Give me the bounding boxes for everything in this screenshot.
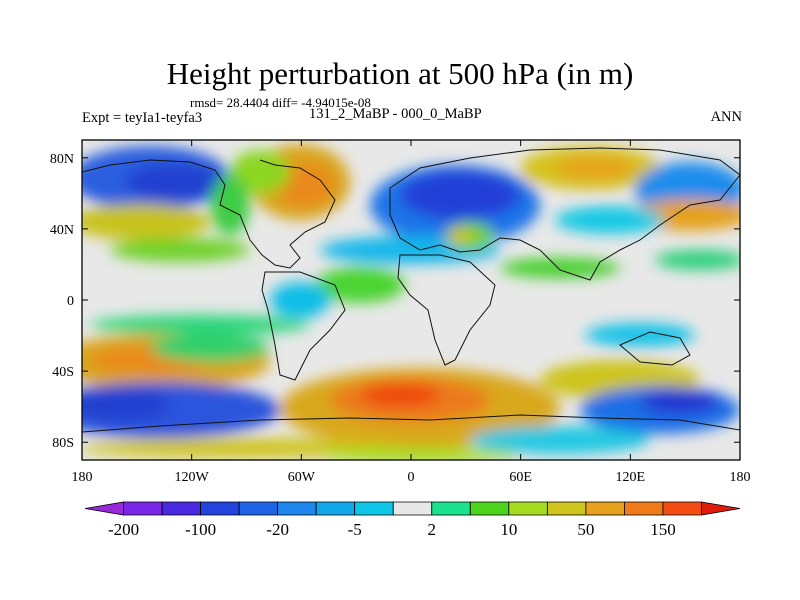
colorbar-label: 2 <box>428 520 437 539</box>
colorbar-swatch <box>354 501 394 516</box>
colorbar-swatch <box>431 501 471 516</box>
colorbar-swatch <box>315 501 356 516</box>
map-field <box>82 140 740 460</box>
season-label: ANN <box>710 109 742 125</box>
colorbar-swatch <box>546 501 587 516</box>
x-tick-label: 60W <box>288 470 316 485</box>
antarctica-outline <box>82 414 740 433</box>
colorbar-label: -5 <box>348 520 362 539</box>
x-tick-label: 120W <box>175 470 210 485</box>
colorbar-swatch <box>161 501 201 516</box>
colorbar-swatch <box>238 501 279 516</box>
australia-outline <box>619 331 691 366</box>
colorbar-swatch <box>701 501 741 516</box>
y-tick-label: 80S <box>52 436 74 451</box>
colorbar-swatch <box>123 501 163 516</box>
experiment-label: Expt = teyIa1-teyfa3 <box>82 110 203 126</box>
colorbar-swatch <box>277 501 317 516</box>
africa-outline <box>397 254 496 366</box>
stats-line: rmsd= 28.4404 diff= -4.94015e-08 <box>190 95 371 110</box>
blob-tropical-atlantic <box>315 267 405 303</box>
x-tick-label: 60E <box>509 470 532 485</box>
colorbar-swatch <box>508 501 548 516</box>
x-tick-label: 180 <box>730 470 751 485</box>
coastlines <box>82 147 740 433</box>
north-america-outline <box>82 159 336 269</box>
colorbar-swatch <box>469 501 510 516</box>
blob-nw-high <box>82 204 210 240</box>
chart-title: Height perturbation at 500 hPa (in m) <box>166 56 634 91</box>
colorbar-swatch <box>662 501 702 516</box>
eurasia-outline <box>389 147 740 281</box>
colorbar-label: -100 <box>185 520 216 539</box>
x-tick-label: 120E <box>616 470 646 485</box>
colorbar: -200 -100 -20 -5 2 10 50 150 <box>84 501 741 539</box>
y-tick-label: 0 <box>67 294 74 309</box>
colorbar-swatch <box>392 501 433 516</box>
colorbar-swatch <box>624 501 664 516</box>
colorbar-label: 50 <box>577 520 594 539</box>
colorbar-label: -20 <box>266 520 289 539</box>
y-tick-label: 40N <box>50 223 74 238</box>
x-tick-label: 180 <box>72 470 93 485</box>
colorbar-swatch <box>585 501 625 516</box>
south-america-outline <box>261 271 346 381</box>
y-tick-label: 80N <box>50 152 74 167</box>
y-tick-label: 40S <box>52 365 74 380</box>
colorbar-label: 10 <box>500 520 517 539</box>
period-label: 131_2_MaBP - 000_0_MaBP <box>309 106 482 122</box>
axes: 180 120W 60W 0 60E 120E 180 80N 40N 0 40S 80S <box>50 140 751 485</box>
colorbar-label: -200 <box>108 520 139 539</box>
colorbar-swatch <box>200 501 240 516</box>
colorbar-label: 150 <box>650 520 676 539</box>
x-tick-label: 0 <box>408 470 415 485</box>
colorbar-swatch <box>84 501 124 516</box>
